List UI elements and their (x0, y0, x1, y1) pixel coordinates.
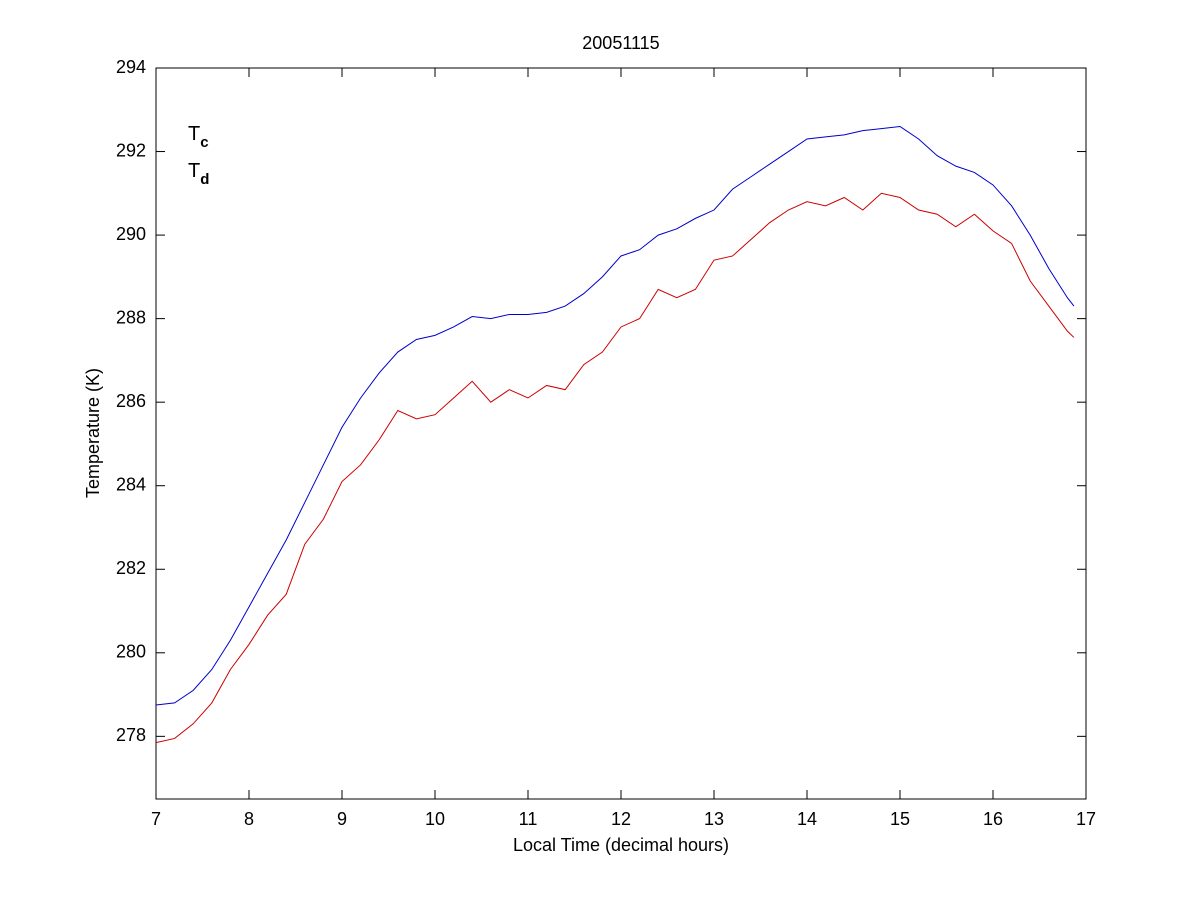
y-tick-label: 284 (116, 474, 146, 494)
chart-title: 20051115 (582, 33, 659, 53)
x-tick-label: 13 (704, 809, 724, 829)
x-tick-label: 8 (244, 809, 254, 829)
y-tick-label: 280 (116, 642, 146, 662)
x-tick-label: 9 (337, 809, 347, 829)
y-tick-label: 290 (116, 224, 146, 244)
y-axis-label: Temperature (K) (83, 368, 103, 498)
x-tick-label: 17 (1076, 809, 1096, 829)
x-tick-label: 14 (797, 809, 817, 829)
data-line (155, 125, 1075, 706)
y-tick-label: 294 (116, 57, 146, 77)
y-tick-label: 278 (116, 725, 146, 745)
axes-box (155, 67, 1087, 800)
legend-entry: Tc (188, 123, 209, 151)
x-tick-label: 16 (983, 809, 1003, 829)
y-tick-label: 292 (116, 140, 146, 160)
data-line (155, 192, 1075, 744)
x-tick-label: 15 (890, 809, 910, 829)
y-tick-label: 288 (116, 307, 146, 327)
x-tick-label: 12 (611, 809, 631, 829)
x-tick-label: 10 (425, 809, 445, 829)
y-tick-label: 282 (116, 558, 146, 578)
legend-entry: Td (188, 160, 209, 188)
x-tick-label: 11 (519, 809, 538, 829)
y-tick-label: 286 (116, 391, 146, 411)
x-tick-label: 7 (151, 809, 161, 829)
x-axis-label: Local Time (decimal hours) (513, 835, 729, 855)
